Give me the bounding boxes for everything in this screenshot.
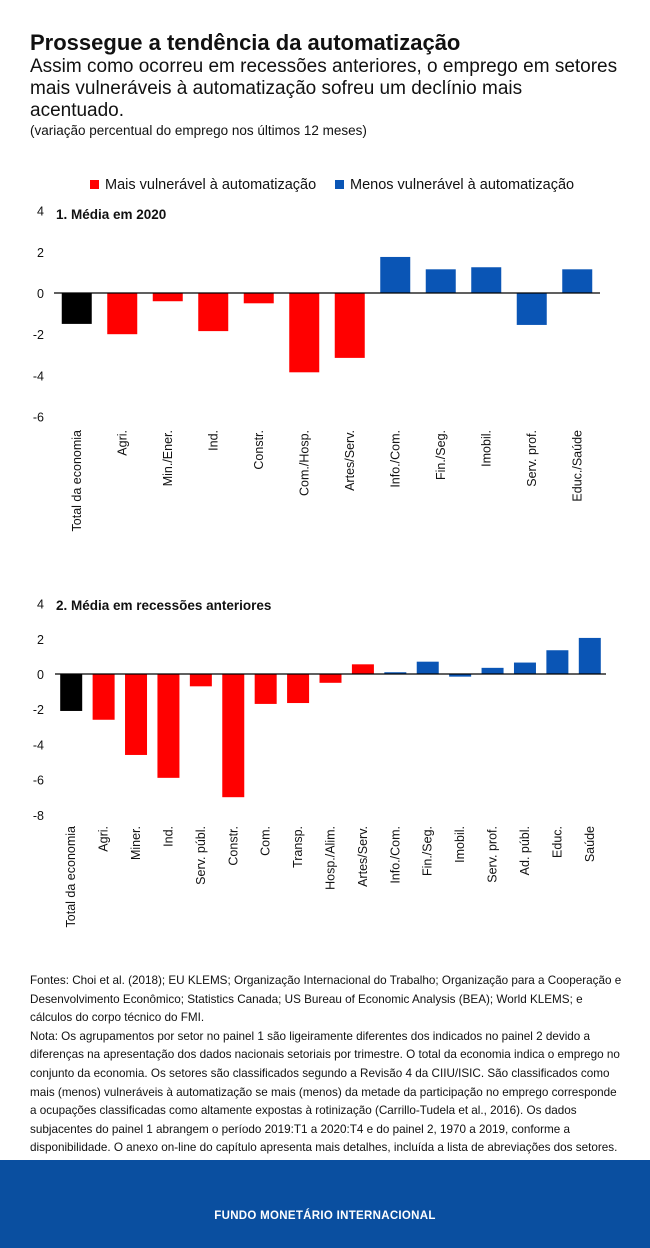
legend-label-red: Mais vulnerável à automatização	[105, 177, 317, 193]
panel2-category-label: Educ.	[550, 826, 564, 858]
panel2-bar-2	[125, 674, 148, 755]
notes: Fontes: Choi et al. (2018); EU KLEMS; Or…	[30, 972, 622, 1158]
panel1-bar-4	[243, 293, 274, 304]
panel2-category-label: Constr.	[226, 826, 240, 866]
panel1-ytick-label: 4	[37, 205, 44, 219]
panel1-bar-3	[198, 293, 229, 332]
panel1-ytick-label: 0	[37, 287, 44, 301]
panel1-category-label: Constr.	[252, 430, 266, 470]
legend-label-blue: Menos vulnerável à automatização	[350, 177, 575, 193]
panel2-category-label: Hosp./Alim.	[324, 826, 338, 890]
panel2-ytick-label: ‑8	[33, 809, 44, 823]
legend-swatch-blue	[335, 180, 344, 189]
panel1-bar-0	[61, 293, 92, 324]
panel1-bar-2	[152, 293, 183, 302]
panel2-ytick-label: 2	[37, 633, 44, 647]
panel1-ytick-label: ‑2	[33, 328, 44, 342]
panel1-category-label: Fin./Seg.	[434, 430, 448, 480]
panel2-ytick-label: ‑4	[33, 738, 44, 752]
footer-label: FUNDO MONETÁRIO INTERNACIONAL	[214, 1210, 436, 1222]
legend-swatch-red	[90, 180, 99, 189]
legend-item-red: Mais vulnerável à automatização	[90, 176, 316, 194]
panel2-bar-9	[351, 664, 374, 674]
panel2-bar-16	[578, 637, 601, 674]
panel1-bar-10	[516, 293, 547, 325]
panel1-bar-1	[107, 293, 138, 335]
panel1-category-label: Total da economia	[70, 430, 84, 532]
sources-text: Fontes: Choi et al. (2018); EU KLEMS; Or…	[30, 974, 622, 1025]
panel2-bar-15	[546, 650, 569, 674]
note-text: Nota: Os agrupamentos por setor no paine…	[30, 1029, 620, 1155]
panel1-bar-6	[334, 293, 365, 358]
panel2-category-label: Ad. públ.	[518, 826, 532, 875]
panel1-ytick-label: 2	[37, 246, 44, 260]
panel2-category-label: Serv. públ.	[194, 826, 208, 885]
panel2-category-label: Ind.	[161, 826, 175, 847]
panel2-bar-12	[449, 674, 472, 677]
chart-title: Prossegue a tendência da automatização	[30, 30, 461, 55]
chart-unit-note: (variação percentual do emprego nos últi…	[30, 123, 367, 138]
panel2-category-label: Artes/Serv.	[356, 826, 370, 887]
panel1-category-label: Artes/Serv.	[343, 430, 357, 491]
panel1-category-label: Min./Ener.	[161, 430, 175, 486]
panel2-ytick-label: 0	[37, 668, 44, 682]
panel2-ytick-label: ‑2	[33, 703, 44, 717]
panel1-ytick-label: ‑6	[33, 411, 44, 425]
panel2-category-label: Com.	[259, 826, 273, 856]
legend-item-blue: Menos vulnerável à automatização	[335, 176, 574, 194]
panel2-ytick-label: 4	[37, 598, 44, 612]
panel1-category-label: Com./Hosp.	[297, 430, 311, 496]
panel2-bar-14	[513, 662, 536, 674]
panel2-bar-13	[481, 667, 504, 674]
panel2-category-label: Imobil.	[453, 826, 467, 863]
legend: Mais vulnerável à automatização Menos vu…	[90, 176, 610, 194]
panel-2-chart: 2. Média em recessões anteriores 4 2 0 ‑2 ‑4 ‑…	[33, 598, 606, 928]
panel2-category-label: Fin./Seg.	[421, 826, 435, 876]
panel2-bar-10	[384, 672, 407, 674]
panel1-ytick-label: ‑4	[33, 369, 44, 383]
panel-1-chart: 1. Média em 2020 4 2 0 ‑2 ‑4 ‑6 Total da econom…	[33, 205, 600, 532]
panel1-bar-8	[425, 269, 456, 293]
panel2-bar-11	[416, 661, 439, 674]
panel2-category-label: Miner.	[129, 826, 143, 860]
panel1-category-label: Imobil.	[479, 430, 493, 467]
panel2-category-label: Serv. prof.	[486, 826, 500, 883]
panel2-category-label: Info./Com.	[388, 826, 402, 884]
panel2-bar-3	[157, 674, 180, 778]
panel1-bar-7	[380, 256, 411, 293]
panel1-bar-9	[471, 267, 502, 293]
panel2-bar-7	[287, 674, 310, 704]
panel2-bar-0	[60, 674, 83, 711]
panel2-bar-8	[319, 674, 342, 683]
panel2-title: 2. Média em recessões anteriores	[56, 598, 271, 613]
footer-bar: FUNDO MONETÁRIO INTERNACIONAL	[0, 1160, 650, 1248]
panel2-bar-5	[222, 674, 245, 798]
panel1-bar-5	[289, 293, 320, 373]
panel1-category-label: Educ./Saúde	[570, 430, 584, 502]
panel1-category-label: Ind.	[206, 430, 220, 451]
panel2-ytick-label: ‑6	[33, 774, 44, 788]
panel2-category-label: Agri.	[97, 826, 111, 852]
panel1-category-label: Serv. prof.	[525, 430, 539, 487]
panel2-category-label: Total da economia	[64, 826, 78, 928]
panel1-bar-11	[562, 269, 593, 293]
panel1-category-label: Info./Com.	[388, 430, 402, 488]
panel2-category-label: Transp.	[291, 826, 305, 868]
panel2-bar-6	[254, 674, 277, 704]
panel2-bar-1	[92, 674, 115, 720]
panel2-category-label: Saúde	[583, 826, 597, 862]
panel2-bar-4	[189, 674, 212, 687]
chart-subtitle: Assim como ocorreu em recessões anterior…	[30, 56, 618, 121]
panel1-category-label: Agri.	[115, 430, 129, 456]
panel1-title: 1. Média em 2020	[56, 207, 166, 222]
